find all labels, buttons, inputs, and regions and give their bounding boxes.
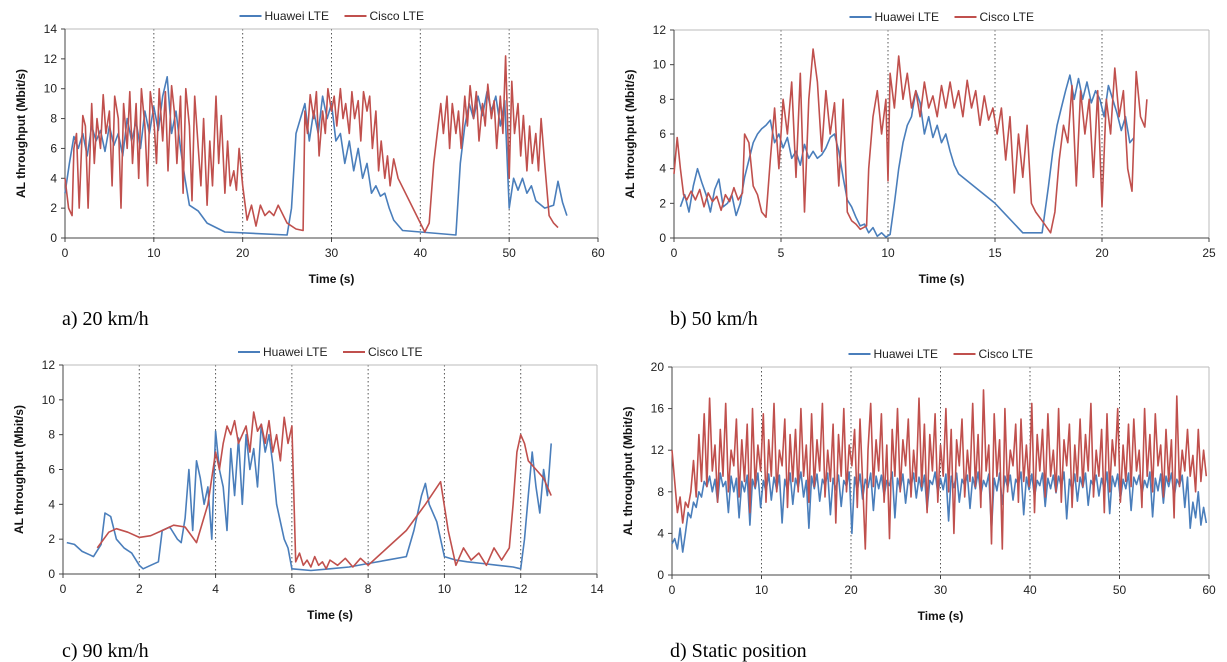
- x-tick-label: 4: [212, 582, 219, 596]
- x-tick-label: 30: [934, 583, 948, 597]
- legend: Huawei LTE Cisco LTE: [849, 10, 1034, 24]
- x-tick-label: 2: [136, 582, 143, 596]
- x-tick-label: 50: [1113, 583, 1127, 597]
- series-line-cisco: [673, 48, 1148, 234]
- x-axis-label: Time (s): [307, 608, 353, 622]
- legend-label-huawei: Huawei LTE: [263, 345, 327, 359]
- y-tick-label: 2: [50, 201, 57, 215]
- y-tick-label: 0: [657, 568, 664, 582]
- y-tick-label: 0: [50, 231, 57, 245]
- y-tick-label: 8: [50, 112, 57, 126]
- x-tick-label: 0: [671, 246, 678, 260]
- series-line-cisco: [671, 389, 1208, 550]
- series-line-cisco: [96, 411, 552, 570]
- x-tick-label: 10: [881, 246, 895, 260]
- x-tick-label: 8: [365, 582, 372, 596]
- legend: Huawei LTE Cisco LTE: [238, 345, 422, 359]
- y-tick-label: 4: [48, 497, 55, 511]
- x-tick-label: 10: [755, 583, 769, 597]
- y-tick-label: 6: [48, 463, 55, 477]
- legend-label-huawei: Huawei LTE: [875, 10, 939, 24]
- x-tick-label: 20: [1095, 246, 1109, 260]
- chart-panel-2: 0 5 10 15 20 25 0 2 4 6 8 10 12 Time (s) AL throughput…: [623, 10, 1216, 330]
- y-tick-label: 4: [50, 171, 57, 185]
- y-axis-label: AL throughput (Mbit/s): [14, 69, 28, 198]
- chart-panel-3: 0 2 4 6 8 10 12 14 0 2 4 6 8 10 12 Time (s) AL throughpu…: [12, 345, 604, 662]
- x-tick-label: 40: [1023, 583, 1037, 597]
- y-axis-label: AL throughput (Mbit/s): [623, 69, 637, 198]
- y-tick-label: 8: [48, 428, 55, 442]
- y-tick-label: 14: [44, 22, 58, 36]
- y-tick-label: 0: [48, 567, 55, 581]
- y-tick-label: 4: [657, 526, 664, 540]
- x-tick-label: 50: [502, 246, 516, 260]
- legend-label-cisco: Cisco LTE: [370, 9, 424, 23]
- chart-panel-1: 0 10 20 30 40 50 60 0 2 4 6 8 10 12 14 Time (s) AL throu…: [14, 9, 605, 330]
- y-tick-label: 6: [659, 127, 666, 141]
- y-tick-label: 12: [653, 23, 667, 37]
- x-tick-label: 0: [669, 583, 676, 597]
- x-axis-label: Time (s): [918, 609, 964, 623]
- y-tick-label: 16: [651, 402, 665, 416]
- legend-label-cisco: Cisco LTE: [980, 10, 1034, 24]
- x-tick-label: 6: [289, 582, 296, 596]
- x-tick-label: 10: [147, 246, 161, 260]
- y-axis-label: AL throughput (Mbit/s): [621, 406, 635, 535]
- y-axis-label: AL throughput (Mbit/s): [12, 405, 26, 534]
- y-tick-label: 6: [50, 141, 57, 155]
- x-tick-label: 25: [1202, 246, 1216, 260]
- y-tick-label: 8: [657, 485, 664, 499]
- series-line-huawei: [64, 76, 568, 236]
- x-tick-label: 10: [438, 582, 452, 596]
- x-tick-label: 12: [514, 582, 528, 596]
- legend-label-huawei: Huawei LTE: [874, 347, 938, 361]
- legend-label-cisco: Cisco LTE: [368, 345, 422, 359]
- panel-caption: b) 50 km/h: [670, 308, 758, 330]
- y-tick-label: 2: [659, 196, 666, 210]
- x-tick-label: 60: [591, 246, 605, 260]
- panel-caption: a) 20 km/h: [62, 308, 149, 330]
- legend-label-huawei: Huawei LTE: [265, 9, 329, 23]
- legend-label-cisco: Cisco LTE: [979, 347, 1033, 361]
- y-tick-label: 4: [659, 162, 666, 176]
- x-tick-label: 15: [988, 246, 1002, 260]
- x-tick-label: 20: [236, 246, 250, 260]
- chart-panel-4: 0 10 20 30 40 50 60 0 4 8 12 16 20 Time (s) AL through…: [621, 347, 1216, 662]
- x-tick-label: 5: [778, 246, 785, 260]
- y-tick-label: 10: [44, 82, 58, 96]
- y-tick-label: 12: [42, 358, 56, 372]
- panel-caption: d) Static position: [670, 640, 807, 662]
- series-line-cisco: [64, 55, 559, 233]
- x-tick-label: 20: [844, 583, 858, 597]
- legend: Huawei LTE Cisco LTE: [848, 347, 1033, 361]
- x-tick-label: 30: [325, 246, 339, 260]
- x-tick-label: 0: [60, 582, 67, 596]
- y-tick-label: 20: [651, 360, 665, 374]
- series-line-huawei: [679, 74, 1135, 238]
- x-axis-label: Time (s): [309, 272, 355, 286]
- x-tick-label: 60: [1202, 583, 1216, 597]
- x-axis-label: Time (s): [919, 272, 965, 286]
- panel-caption: c) 90 km/h: [62, 640, 149, 662]
- x-tick-label: 40: [414, 246, 428, 260]
- y-tick-label: 10: [42, 393, 56, 407]
- y-tick-label: 0: [659, 231, 666, 245]
- series-line-huawei: [66, 423, 552, 572]
- y-tick-label: 8: [659, 92, 666, 106]
- y-tick-label: 12: [651, 443, 665, 457]
- x-tick-label: 0: [62, 246, 69, 260]
- x-tick-label: 14: [590, 582, 604, 596]
- y-tick-label: 10: [653, 58, 667, 72]
- y-tick-label: 2: [48, 532, 55, 546]
- legend: Huawei LTE Cisco LTE: [239, 9, 424, 23]
- y-tick-label: 12: [44, 52, 58, 66]
